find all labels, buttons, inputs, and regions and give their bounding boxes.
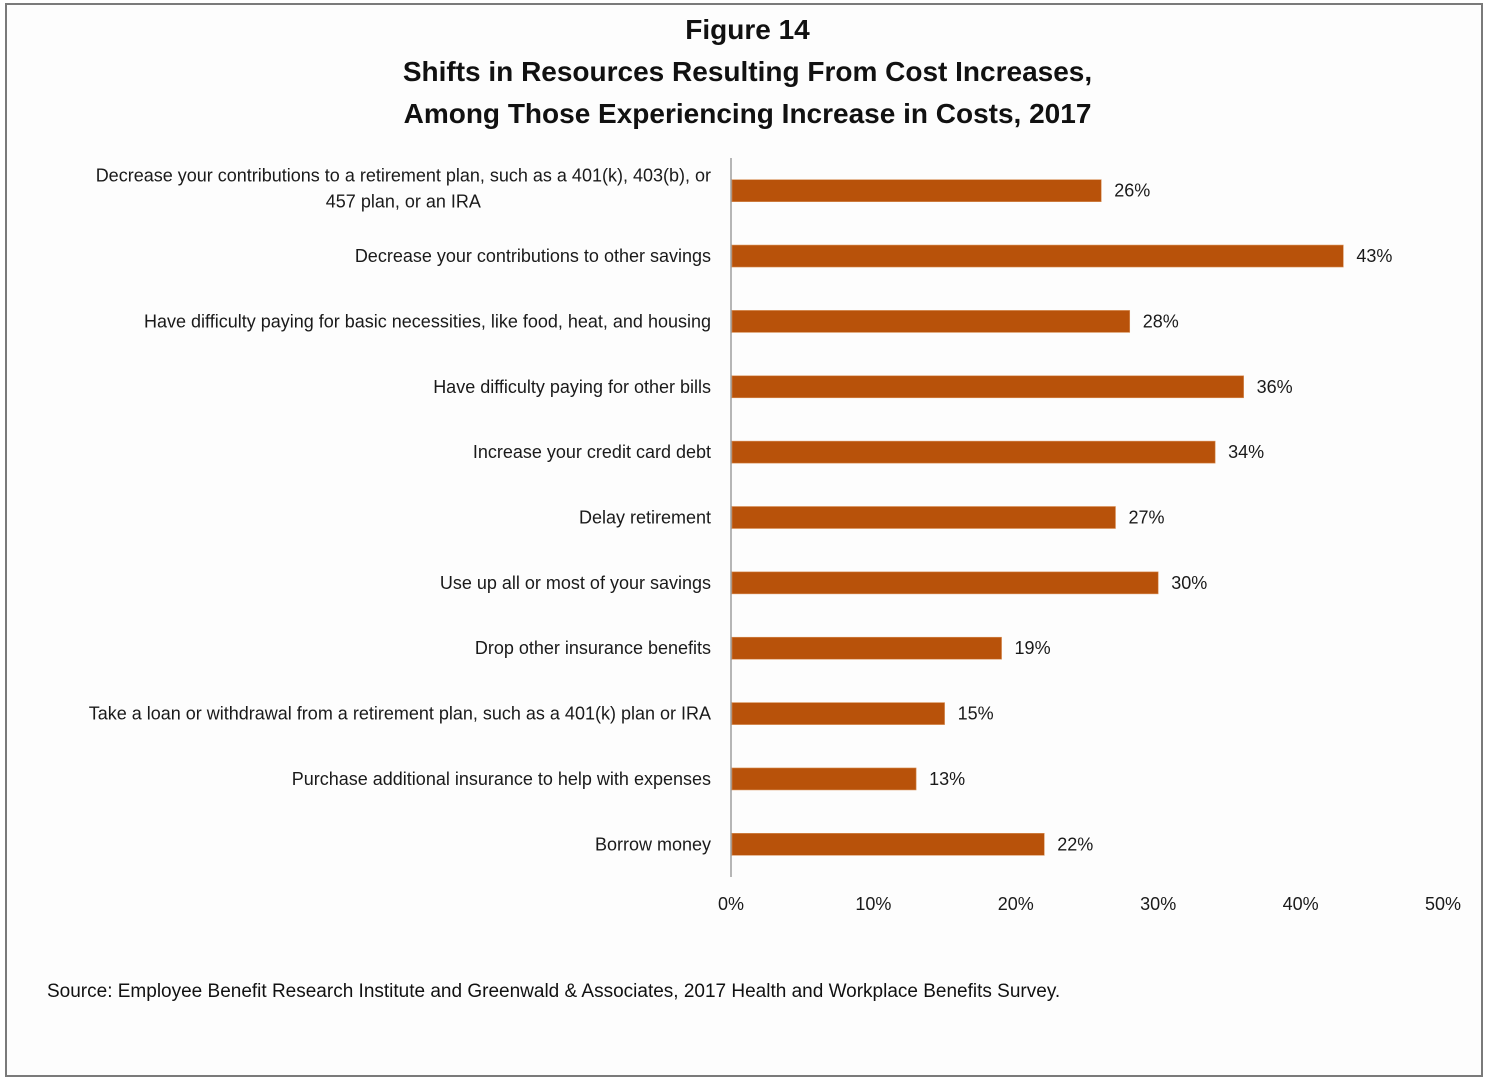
category-label: Decrease your contributions to a retirem… — [96, 166, 711, 186]
x-tick-label: 20% — [998, 894, 1034, 914]
bar — [731, 571, 1159, 595]
category-label: Borrow money — [595, 834, 711, 854]
bar — [731, 375, 1244, 399]
bar — [731, 702, 945, 725]
category-label: Have difficulty paying for basic necessi… — [144, 311, 711, 331]
category-label: Decrease your contributions to other sav… — [355, 246, 711, 266]
chart-title-line-2: Among Those Experiencing Increase in Cos… — [403, 98, 1092, 129]
figure-number: Figure 14 — [685, 14, 810, 45]
category-label: Purchase additional insurance to help wi… — [292, 769, 711, 789]
x-tick-label: 40% — [1283, 894, 1319, 914]
x-tick-label: 30% — [1140, 894, 1176, 914]
x-tick-label: 0% — [718, 894, 744, 914]
chart-title-line-1: Shifts in Resources Resulting From Cost … — [402, 56, 1093, 87]
data-label: 19% — [1015, 638, 1051, 658]
category-label: Drop other insurance benefits — [475, 638, 711, 658]
category-label: Have difficulty paying for other bills — [433, 377, 711, 397]
source-note: Source: Employee Benefit Research Instit… — [47, 981, 1061, 1002]
bar — [731, 506, 1116, 529]
data-label: 27% — [1128, 508, 1164, 528]
category-label: Use up all or most of your savings — [440, 573, 711, 593]
bar — [731, 636, 1002, 660]
category-label: Take a loan or withdrawal from a retirem… — [89, 704, 711, 724]
bar — [731, 767, 917, 791]
data-label: 30% — [1171, 573, 1207, 593]
data-label: 26% — [1114, 181, 1150, 201]
data-label: 15% — [958, 704, 994, 724]
x-tick-label: 50% — [1425, 894, 1461, 914]
data-label: 36% — [1257, 377, 1293, 397]
x-tick-label: 10% — [855, 894, 891, 914]
bar — [731, 440, 1216, 464]
bar — [731, 310, 1131, 333]
bar — [731, 179, 1102, 202]
category-label: Delay retirement — [579, 508, 711, 528]
category-label-continued: 457 plan, or an IRA — [326, 192, 481, 212]
data-label: 43% — [1356, 246, 1392, 266]
data-label: 13% — [929, 769, 965, 789]
bar — [731, 244, 1344, 268]
category-label: Increase your credit card debt — [473, 442, 711, 462]
bar — [731, 833, 1045, 856]
data-label: 28% — [1143, 311, 1179, 331]
data-label: 34% — [1228, 442, 1264, 462]
data-label: 22% — [1057, 834, 1093, 854]
